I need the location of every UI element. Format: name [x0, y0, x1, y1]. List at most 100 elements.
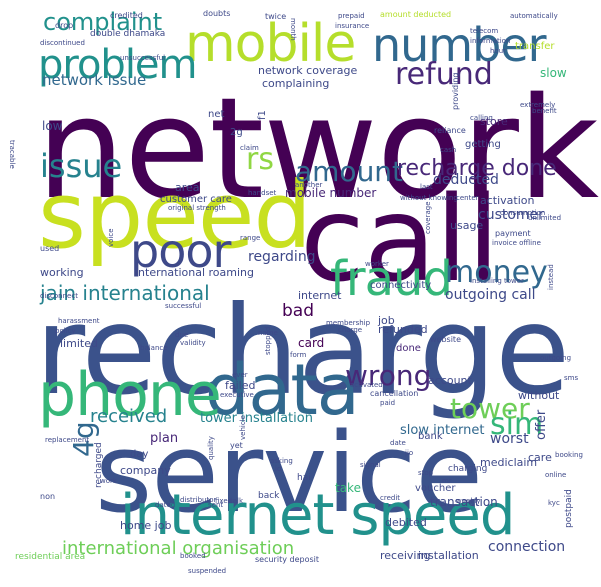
- word-deducted: deducted: [433, 172, 499, 188]
- word-tracable: tracable: [8, 140, 16, 169]
- word-plan: plan: [150, 431, 179, 446]
- word-signal: signal: [360, 461, 381, 469]
- word-amount: amount: [295, 155, 404, 188]
- word-slow-internet: slow internet: [400, 423, 485, 438]
- word-automatically: automatically: [510, 12, 558, 20]
- word-twice: twice: [265, 12, 287, 21]
- word-dated: dated: [155, 501, 176, 509]
- word-worst: worst: [490, 431, 529, 447]
- word-complaining: complaining: [262, 77, 330, 90]
- word-hour: hour: [490, 47, 507, 55]
- word-low: low: [42, 119, 63, 133]
- word-sms: sms: [564, 374, 579, 382]
- word-service: service: [95, 409, 483, 537]
- word-recharge: recharge: [35, 280, 570, 422]
- word-postpaid: postpaid: [564, 489, 574, 528]
- word-payment: payment: [495, 229, 531, 238]
- word-security-deposit: security deposit: [255, 555, 319, 564]
- word-due: due: [175, 331, 189, 339]
- word-net: net: [208, 109, 225, 120]
- word-disconnect: disconnect: [40, 292, 78, 300]
- word-work: work: [100, 477, 117, 485]
- word-distributor: distributor: [180, 496, 217, 504]
- word-invoice-offline: invoice offline: [492, 239, 541, 247]
- word-unsuccessful: unsuccessful: [120, 54, 166, 62]
- word-balance: balance: [140, 344, 168, 352]
- word-working: working: [40, 266, 84, 279]
- word-original-strength: original strength: [168, 204, 226, 212]
- word-sim: sim: [490, 407, 544, 442]
- word-harassment: harassment: [58, 317, 100, 325]
- word-successful: successful: [165, 302, 202, 310]
- word-booking: booking: [555, 451, 583, 459]
- word-refunded: refunded: [378, 323, 428, 336]
- word-area: area: [175, 181, 200, 194]
- word-getting: getting: [465, 139, 501, 150]
- word-data: data: [205, 349, 360, 431]
- word-center: center: [456, 194, 479, 202]
- word-form: form: [290, 351, 307, 359]
- word-usage: usage: [450, 219, 484, 232]
- word-mediclaim: mediclaim: [480, 456, 538, 469]
- word-month: month: [289, 18, 297, 41]
- word-fraud: fraud: [330, 251, 453, 307]
- word-credit: credit: [380, 494, 401, 502]
- word-replacement: replacement: [45, 436, 90, 444]
- word-activation: activation: [480, 194, 535, 207]
- word-internet-speed: internet speed: [120, 483, 515, 548]
- word-recharge-done: recharge done: [397, 156, 557, 181]
- word-wrong: wrong: [345, 359, 432, 392]
- word-sent: sent: [208, 501, 224, 509]
- word-talk: talk: [230, 497, 244, 505]
- word-offer: offer: [534, 409, 549, 440]
- word-last: last: [420, 183, 433, 191]
- word-benefit: benefit: [532, 107, 557, 115]
- word-installation: installation: [418, 549, 479, 562]
- word-worker: worker: [365, 260, 389, 268]
- word-jio: jio: [405, 449, 414, 457]
- word-company: company: [120, 464, 171, 477]
- word-weekly: weekly: [456, 497, 481, 505]
- word-money: money: [445, 255, 548, 290]
- word-mobile: mobile: [185, 14, 356, 74]
- word-another: another: [295, 181, 323, 189]
- word-back: back: [258, 491, 280, 501]
- word-validity: validity: [180, 339, 206, 347]
- word-card: card: [298, 336, 325, 350]
- word-used: used: [40, 244, 60, 253]
- word-online: online: [545, 471, 567, 479]
- word-executive: executive: [220, 391, 254, 399]
- word-issue: issue: [40, 147, 123, 185]
- word-done: done: [396, 343, 421, 354]
- word-international-roaming: international roaming: [135, 266, 254, 279]
- word-slow: slow: [540, 66, 567, 80]
- word-hai: hai: [297, 473, 311, 483]
- word-instead: instead: [547, 264, 555, 290]
- word-unlimited: unlimited: [528, 214, 562, 222]
- word-prepaid: prepaid: [338, 12, 365, 20]
- word-2g: 2g: [230, 127, 243, 138]
- word-installing-tower: installing tower: [470, 277, 524, 285]
- word-job: job: [378, 314, 395, 327]
- word-debited: debited: [385, 516, 427, 529]
- word-failed: failed: [225, 379, 256, 392]
- word-connection: connection: [488, 539, 566, 555]
- word-credited: credited: [110, 11, 143, 20]
- word-regarding: regarding: [248, 249, 316, 265]
- word-complaint: complaint: [43, 8, 163, 36]
- word-amount-deducted: amount deducted: [380, 10, 452, 19]
- word-voice: voice: [107, 228, 115, 247]
- word-yet: yet: [230, 441, 243, 450]
- word-residential-area: residential area: [15, 552, 86, 562]
- word-jain-international: jain international: [40, 281, 210, 305]
- word-vehicle: vehicle: [239, 415, 247, 440]
- word-number: number: [372, 18, 547, 72]
- word-providing: providing: [451, 72, 460, 111]
- word-care: care: [528, 451, 552, 464]
- word-extremely: extremely: [520, 101, 556, 109]
- word-received: received: [90, 406, 168, 427]
- word-double-dhamaka: double dhamaka: [90, 29, 166, 39]
- word-bad: bad: [282, 301, 314, 321]
- word-calling: calling: [470, 114, 493, 122]
